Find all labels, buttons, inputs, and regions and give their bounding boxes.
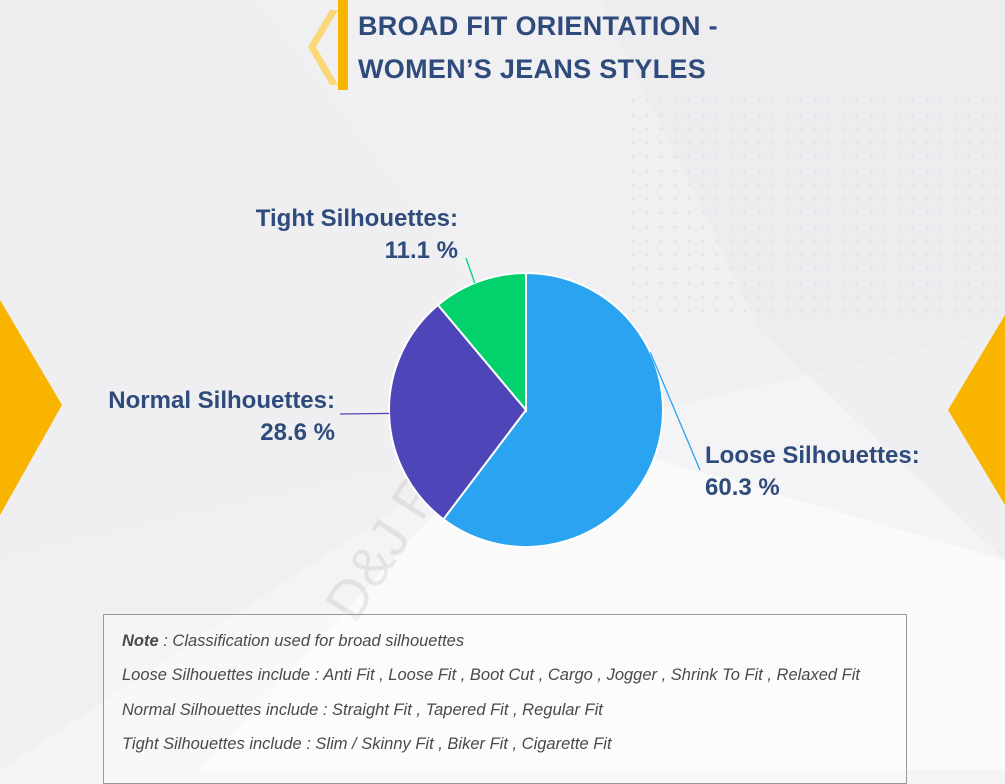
note-tight-text: : Slim / Skinny Fit , Biker Fit , Cigare… bbox=[301, 735, 612, 753]
pie-slice-1 bbox=[441, 271, 664, 548]
slice-value-label-3: 11.1 % bbox=[385, 237, 458, 264]
page-title-line-1: BROAD FIT ORIENTATION - bbox=[358, 11, 718, 41]
leader-line-2 bbox=[339, 412, 390, 415]
slice-name-label-2: Normal Silhouettes: bbox=[108, 387, 335, 414]
note-tight-line: Tight Silhouettes include : Slim / Skinn… bbox=[122, 735, 612, 754]
leader-line-3 bbox=[465, 257, 476, 284]
right-yellow-chevron bbox=[948, 315, 1005, 505]
note-tight-prefix: Tight Silhouettes include bbox=[122, 735, 302, 753]
note-normal-line: Normal Silhouettes include : Straight Fi… bbox=[122, 701, 603, 720]
note-normal-prefix: Normal Silhouettes include bbox=[122, 701, 319, 719]
note-heading-text: : Classification used for broad silhouet… bbox=[158, 632, 465, 650]
title-chevron-icon bbox=[308, 10, 338, 85]
note-heading-line: Note : Classification used for broad sil… bbox=[122, 632, 464, 651]
left-yellow-chevron bbox=[0, 300, 62, 515]
note-normal-text: : Straight Fit , Tapered Fit , Regular F… bbox=[318, 701, 603, 719]
note-loose-text: : Anti Fit , Loose Fit , Boot Cut , Carg… bbox=[310, 666, 860, 684]
note-loose-prefix: Loose Silhouettes include bbox=[122, 666, 311, 684]
page-title-line-2: WOMEN’S JEANS STYLES bbox=[358, 54, 707, 84]
slice-value-label-2: 28.6 % bbox=[260, 419, 335, 446]
slice-name-label-3: Tight Silhouettes: bbox=[256, 205, 458, 232]
note-loose-line: Loose Silhouettes include : Anti Fit , L… bbox=[122, 666, 860, 685]
leader-line-1 bbox=[649, 352, 701, 471]
classification-note: Note : Classification used for broad sil… bbox=[103, 614, 907, 784]
slice-value-label-1: 60.3 % bbox=[705, 474, 780, 501]
title-accent-bar bbox=[338, 0, 348, 90]
slice-name-label-1: Loose Silhouettes: bbox=[705, 442, 920, 469]
title-block: BROAD FIT ORIENTATION - WOMEN’S JEANS ST… bbox=[300, 0, 820, 95]
pie-slice-3 bbox=[436, 271, 527, 413]
note-heading: Note bbox=[122, 632, 159, 650]
